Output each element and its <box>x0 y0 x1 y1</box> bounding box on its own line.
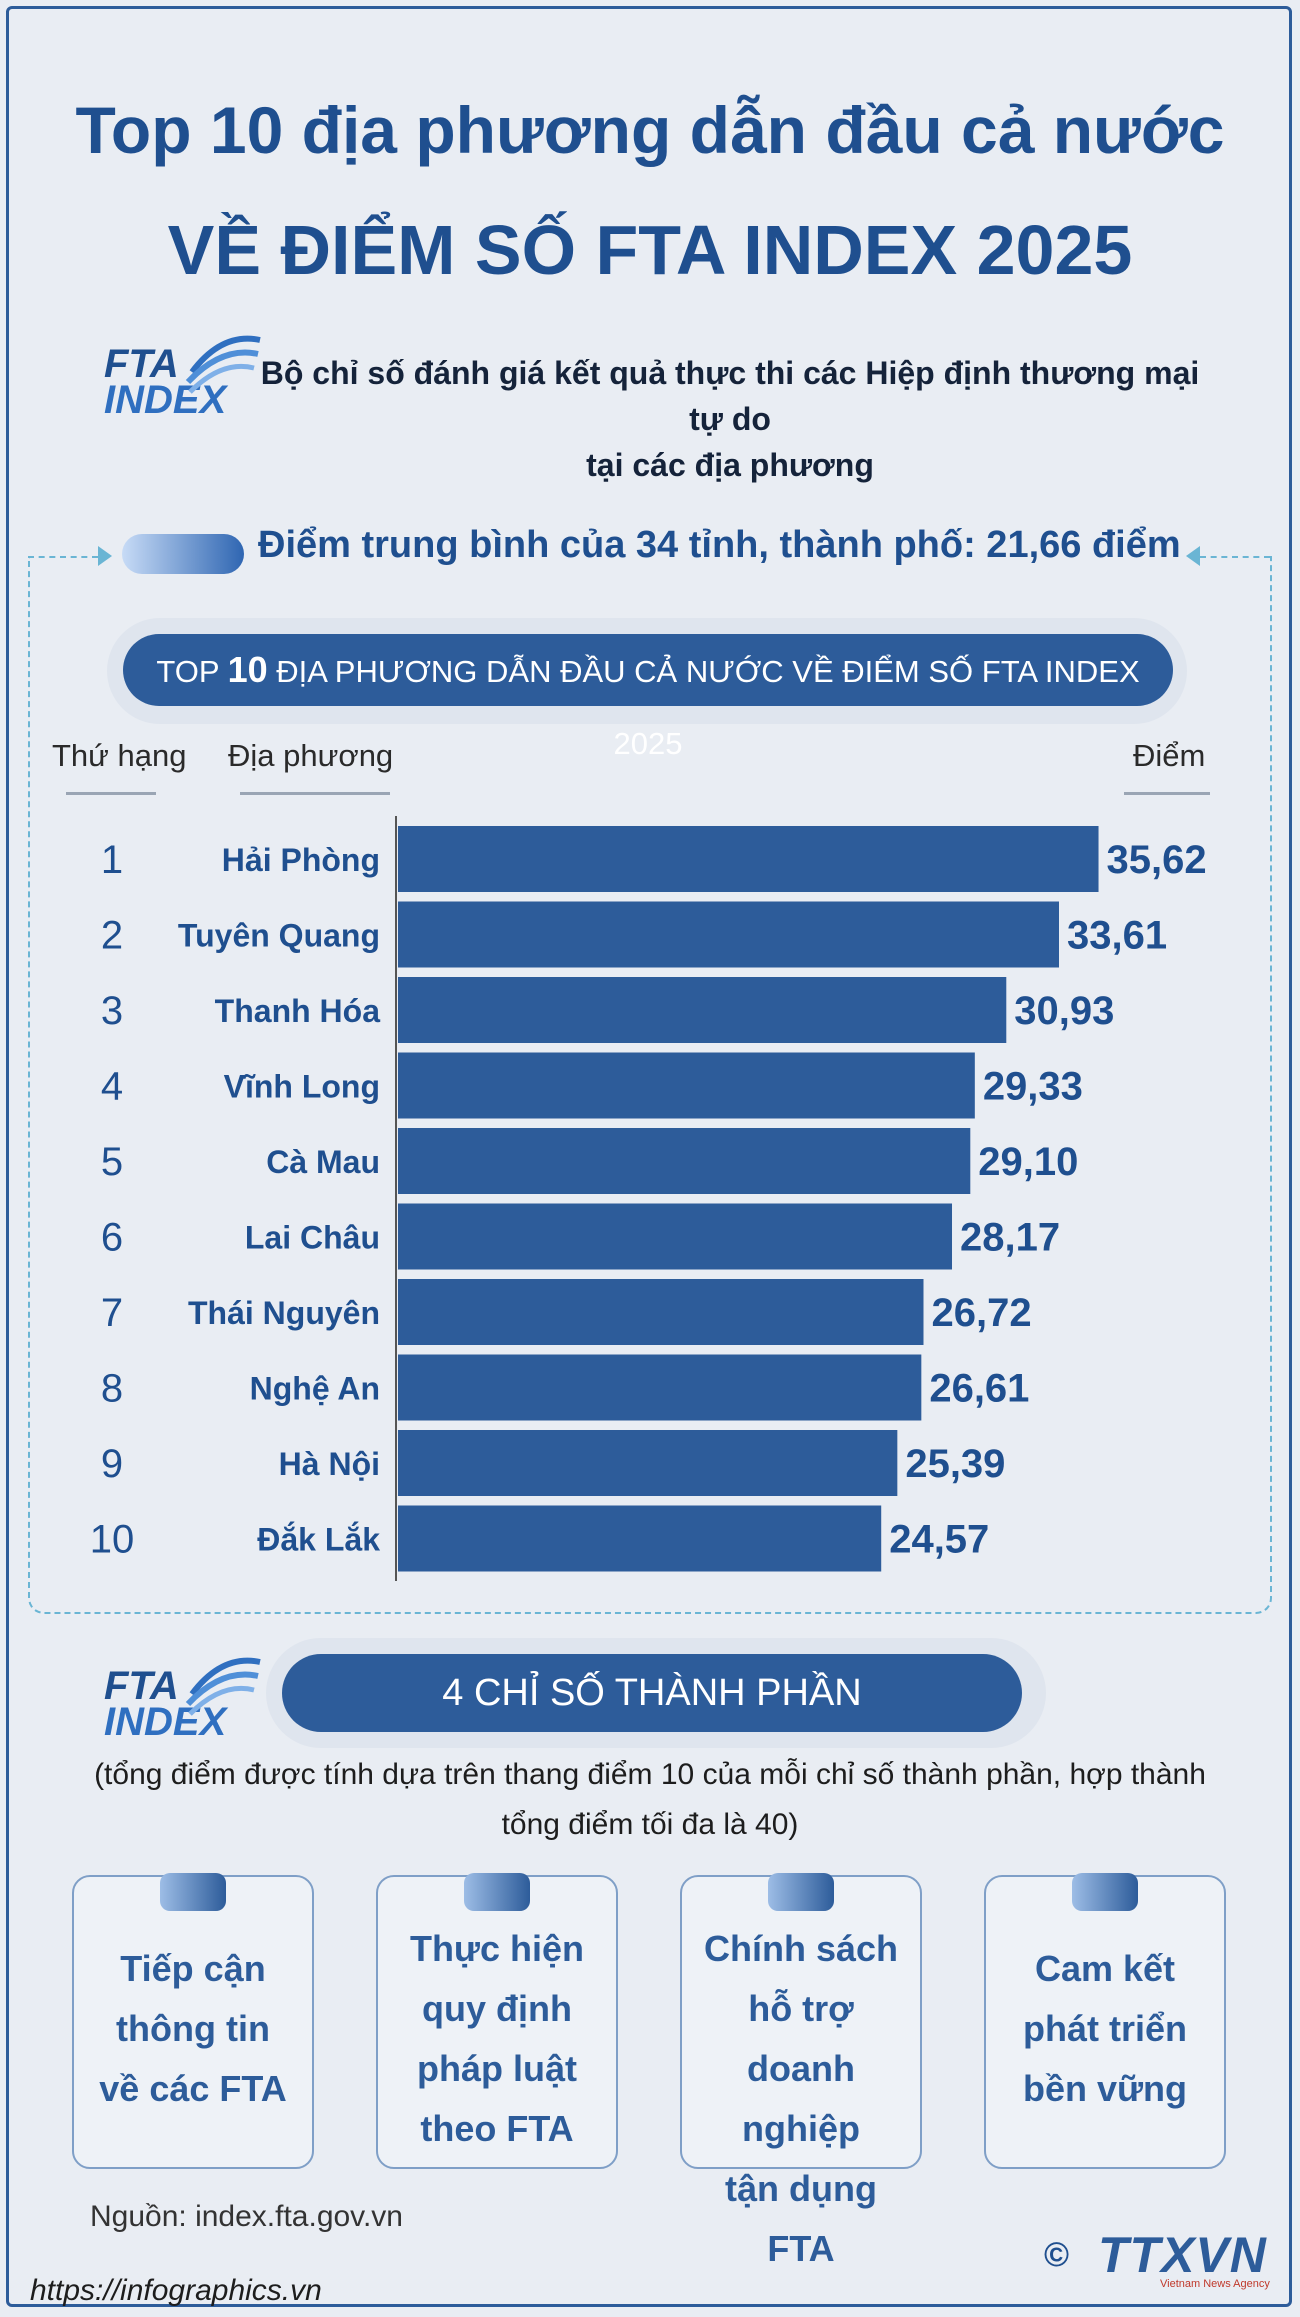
card-tab <box>768 1873 834 1911</box>
source-text: Nguồn: index.fta.gov.vn <box>90 2200 403 2233</box>
component-card-2: Thực hiện quy định pháp luật theo FTA <box>376 1873 618 2169</box>
arrow-right-icon <box>98 546 112 566</box>
bar <box>398 1052 975 1119</box>
note-line2: tổng điểm tối đa là 40) <box>501 1808 799 1841</box>
brand-subtitle: Vietnam News Agency <box>1160 2278 1270 2290</box>
page-title-line2: VỀ ĐIỂM SỐ FTA INDEX 2025 <box>167 211 1133 289</box>
category-label: Cà Mau <box>266 1144 380 1180</box>
category-label: Hải Phòng <box>222 842 380 878</box>
bar <box>398 826 1099 892</box>
page-title-line1: Top 10 địa phương dẫn đầu cả nước <box>75 93 1225 167</box>
component-card-label: Chính sách hỗ trợ doanh nghiệp tận dụng … <box>703 1928 899 2269</box>
column-underline-rank <box>66 792 156 795</box>
dashed-line-left <box>28 556 98 558</box>
subtitle-line1: Bộ chỉ số đánh giá kết quả thực thi các … <box>260 355 1200 437</box>
card-tab <box>160 1873 226 1911</box>
column-header-score: Điểm <box>1133 738 1206 773</box>
component-card-3: Chính sách hỗ trợ doanh nghiệp tận dụng … <box>680 1873 922 2269</box>
category-label: Lai Châu <box>245 1220 380 1256</box>
column-underline-score <box>1124 792 1210 795</box>
logo-text-index: INDEX <box>104 1700 227 1744</box>
component-card-4: Cam kết phát triển bền vững <box>984 1873 1226 2169</box>
bar <box>398 1505 882 1572</box>
category-label: Thanh Hóa <box>215 993 381 1029</box>
page-frame <box>6 6 1292 2307</box>
subtitle: Bộ chỉ số đánh giá kết quả thực thi các … <box>250 350 1210 488</box>
rank-label: 3 <box>101 989 123 1033</box>
value-label: 28,17 <box>960 1216 1060 1260</box>
arrow-left-icon <box>1186 546 1200 566</box>
site-url[interactable]: https://infographics.vn <box>30 2274 322 2307</box>
components-title-banner: 4 CHỈ SỐ THÀNH PHẦN <box>282 1654 1022 1732</box>
rank-label: 9 <box>101 1442 123 1486</box>
value-label: 26,61 <box>929 1367 1029 1411</box>
category-label: Vĩnh Long <box>224 1069 380 1105</box>
logo-text-index: INDEX <box>104 378 227 422</box>
brand-logo: TTXVN <box>1098 2227 1267 2283</box>
column-underline-locality <box>240 792 390 795</box>
bar-chart: 1 Hải Phòng 35,62 2 Tuyên Quang 33,61 3 Thanh H… <box>90 816 1207 1581</box>
bar <box>398 1430 898 1496</box>
component-card-label: Tiếp cận thông tin về các FTA <box>99 1948 287 2109</box>
value-label: 30,93 <box>1014 989 1114 1033</box>
rank-label: 5 <box>101 1140 123 1184</box>
fta-index-logo-2: FTA INDEX <box>104 1657 274 1750</box>
dashed-line-right <box>1200 556 1270 558</box>
average-score-text: Điểm trung bình của 34 tỉnh, thành phố: … <box>258 524 1181 566</box>
card-tab <box>1072 1873 1138 1911</box>
rank-label: 6 <box>101 1216 123 1260</box>
value-label: 24,57 <box>889 1518 989 1562</box>
banner-suffix: ĐỊA PHƯƠNG DẪN ĐẦU CẢ NƯỚC VỀ ĐIỂM SỐ FT… <box>267 654 1140 761</box>
bar <box>398 901 1059 968</box>
card-tab <box>464 1873 530 1911</box>
value-label: 33,61 <box>1067 914 1167 958</box>
value-label: 35,62 <box>1107 838 1207 882</box>
value-label: 26,72 <box>931 1291 1031 1335</box>
copyright-icon: © <box>1044 2236 1070 2274</box>
subtitle-line2: tại các địa phương <box>586 447 874 483</box>
bar <box>398 1279 924 1345</box>
bar <box>398 1203 953 1270</box>
rank-label: 1 <box>101 838 123 882</box>
components-note: (tổng điểm được tính dựa trên thang điểm… <box>60 1750 1240 1850</box>
component-card-1: Tiếp cận thông tin về các FTA <box>72 1873 314 2169</box>
value-label: 29,33 <box>983 1065 1083 1109</box>
note-line1: (tổng điểm được tính dựa trên thang điểm… <box>94 1758 1206 1791</box>
globe-icon <box>185 1657 261 1716</box>
chart-title-banner: TOP 10 ĐỊA PHƯƠNG DẪN ĐẦU CẢ NƯỚC VỀ ĐIỂ… <box>123 634 1173 761</box>
rank-label: 8 <box>101 1367 123 1411</box>
value-label: 29,10 <box>978 1140 1078 1184</box>
globe-icon <box>185 335 261 394</box>
category-label: Hà Nội <box>279 1446 380 1482</box>
average-pill <box>122 534 244 574</box>
fta-index-logo: FTA INDEX <box>104 335 274 428</box>
component-card-label: Thực hiện quy định pháp luật theo FTA <box>409 1928 585 2149</box>
chart-dashed-frame <box>28 556 1272 1614</box>
banner-prefix: TOP <box>156 654 228 689</box>
logo-text-fta: FTA <box>104 342 179 386</box>
bar <box>398 1354 922 1421</box>
bar <box>398 1128 971 1194</box>
component-card-label: Cam kết phát triển bền vững <box>1022 1948 1188 2109</box>
rank-label: 7 <box>101 1291 123 1335</box>
rank-label: 10 <box>90 1518 135 1562</box>
logo-text-fta: FTA <box>104 1664 179 1708</box>
category-label: Tuyên Quang <box>178 918 380 954</box>
category-label: Nghệ An <box>250 1371 380 1407</box>
bar <box>398 977 1007 1043</box>
value-label: 25,39 <box>905 1442 1005 1486</box>
category-label: Đắk Lắk <box>257 1522 380 1558</box>
column-header-rank: Thứ hạng <box>52 738 187 773</box>
rank-label: 2 <box>101 914 123 958</box>
category-label: Thái Nguyên <box>188 1295 380 1331</box>
banner-number: 10 <box>227 649 268 690</box>
rank-label: 4 <box>101 1065 123 1109</box>
column-header-locality: Địa phương <box>228 738 394 773</box>
